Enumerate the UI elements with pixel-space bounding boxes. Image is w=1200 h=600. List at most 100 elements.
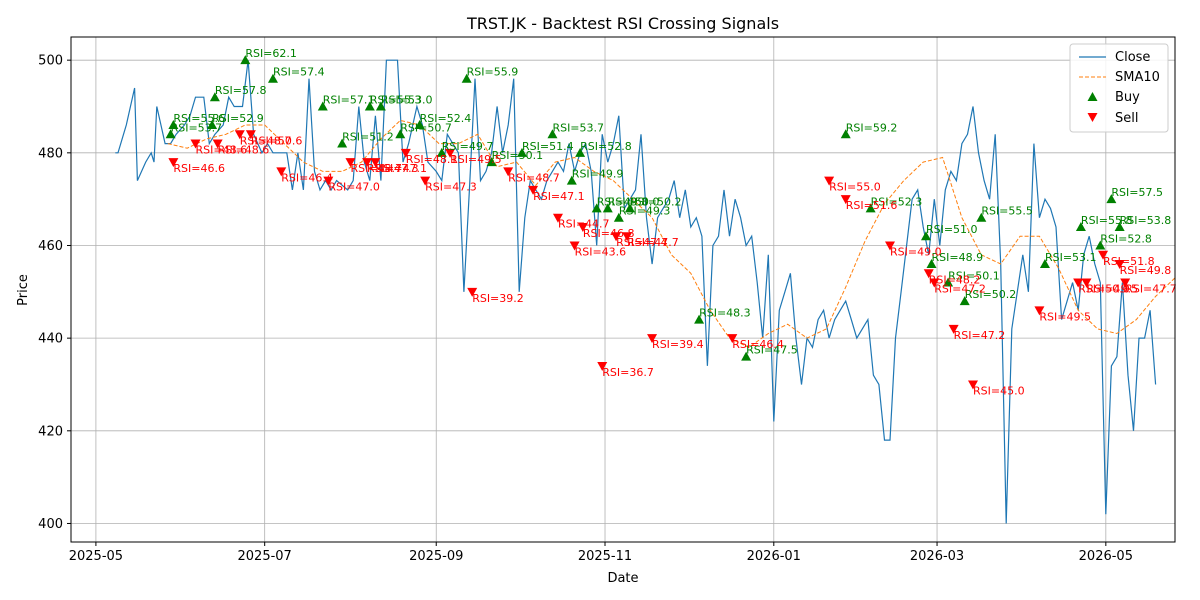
buy-annotation: RSI=53.7	[552, 121, 604, 134]
buy-annotation: RSI=48.9	[932, 251, 984, 264]
buy-annotation: RSI=53.0	[381, 93, 433, 106]
buy-marker	[207, 120, 218, 130]
legend-close-label: Close	[1115, 50, 1150, 65]
sell-marker	[467, 287, 478, 297]
buy-marker	[1114, 221, 1125, 231]
buy-marker	[547, 129, 558, 139]
sell-annotation: RSI=49.5	[1039, 310, 1091, 323]
sell-annotation: RSI=47.1	[375, 162, 427, 175]
sell-annotation: RSI=36.7	[602, 366, 654, 379]
sma10-series-line	[167, 119, 1176, 348]
legend: Close SMA10 Buy Sell	[1069, 43, 1169, 133]
legend-buy-swatch	[1087, 92, 1098, 101]
close-series-line	[115, 59, 1157, 524]
buy-marker	[602, 203, 613, 213]
buy-marker	[926, 259, 937, 269]
sell-marker	[577, 222, 588, 232]
sell-marker	[445, 148, 456, 158]
x-axis-ticks: 2025-05 2025-07 2025-09 2025-11 2026-01 2026-…	[69, 542, 1133, 564]
buy-marker	[517, 147, 528, 157]
sell-annotation: RSI=47.0	[328, 181, 380, 194]
x-tick-label: 2025-09	[409, 549, 463, 564]
buy-annotation: RSI=57.1	[323, 93, 375, 106]
sell-marker	[528, 185, 539, 195]
buy-annotation: RSI=51.0	[926, 223, 978, 236]
sell-marker	[948, 324, 959, 334]
sell-annotation: RSI=48.6	[218, 144, 270, 157]
sell-marker	[245, 130, 256, 140]
buy-marker	[486, 157, 497, 167]
sell-annotation: RSI=49.5	[450, 153, 502, 166]
buy-marker	[566, 175, 577, 185]
sell-marker	[824, 176, 835, 186]
buy-marker	[317, 101, 328, 111]
sell-marker	[597, 361, 608, 371]
buy-annotation: RSI=52.9	[212, 112, 264, 125]
sell-marker	[1114, 260, 1125, 270]
legend-sell-swatch	[1087, 113, 1098, 122]
sell-marker	[1081, 278, 1092, 288]
buy-annotation: RSI=49.8	[597, 195, 649, 208]
sell-annotation: RSI=49.8	[1120, 264, 1172, 277]
sell-annotation: RSI=47.7	[1125, 283, 1177, 296]
x-tick-label: 2025-11	[578, 549, 632, 564]
sell-annotation: RSI=48.1	[406, 153, 458, 166]
sell-marker	[552, 213, 563, 223]
sell-marker	[622, 232, 633, 242]
sell-marker	[503, 167, 514, 177]
buy-annotation: RSI=50.1	[492, 149, 544, 162]
sell-marker	[168, 158, 179, 168]
markers-layer	[165, 55, 1131, 390]
x-tick-label: 2026-01	[747, 549, 801, 564]
sell-annotation: RSI=55.0	[829, 181, 881, 194]
legend-buy-label: Buy	[1115, 90, 1140, 105]
buy-annotation: RSI=50.2	[965, 288, 1017, 301]
buy-annotation: RSI=50.7	[400, 121, 452, 134]
buy-marker	[741, 351, 752, 361]
sell-annotation: RSI=50.0	[1078, 283, 1130, 296]
sell-marker	[647, 334, 658, 344]
sell-annotation: RSI=48.2	[929, 273, 981, 286]
buy-annotation: RSI=49.7	[442, 140, 494, 153]
sell-annotation: RSI=46.6	[173, 162, 225, 175]
sell-annotation: RSI=49.5	[1086, 283, 1138, 296]
buy-marker	[840, 129, 851, 139]
sell-annotation: RSI=43.6	[575, 245, 627, 258]
buy-marker	[165, 129, 176, 139]
buy-annotation: RSI=55.5	[981, 205, 1033, 218]
buy-marker	[461, 73, 472, 83]
sell-marker	[929, 278, 940, 288]
sell-marker	[362, 158, 373, 168]
series-layer	[115, 59, 1176, 524]
buy-marker	[1106, 194, 1117, 204]
sell-marker	[234, 130, 245, 140]
buy-marker	[209, 92, 220, 102]
sell-marker	[611, 232, 622, 242]
sell-marker	[345, 158, 356, 168]
y-tick-label: 400	[38, 517, 63, 532]
sell-annotation: RSI=39.4	[652, 338, 704, 351]
sell-marker	[1098, 250, 1109, 260]
buy-marker	[943, 277, 954, 287]
buy-annotation: RSI=59.2	[846, 121, 898, 134]
buy-annotation: RSI=53.8	[1120, 214, 1172, 227]
y-tick-label: 480	[38, 146, 63, 161]
buy-annotation: RSI=62.1	[245, 47, 297, 60]
buy-marker	[240, 55, 251, 65]
sell-annotation: RSI=47.3	[425, 181, 477, 194]
sell-annotation: RSI=48.7	[508, 171, 560, 184]
buy-annotation: RSI=55.6	[173, 112, 225, 125]
sell-marker	[1120, 278, 1131, 288]
sell-marker	[420, 176, 431, 186]
sell-annotation: RSI=46.4	[281, 171, 333, 184]
sell-marker	[923, 269, 934, 279]
buy-marker	[436, 147, 447, 157]
legend-sell-label: Sell	[1115, 111, 1138, 126]
sell-marker	[569, 241, 580, 251]
sell-marker	[1073, 278, 1084, 288]
buy-annotation: RSI=52.8	[1100, 232, 1152, 245]
buy-marker	[267, 73, 278, 83]
buy-marker	[337, 138, 348, 148]
buy-annotation: RSI=57.8	[215, 84, 267, 97]
buy-annotation: RSI=51.4	[522, 140, 574, 153]
